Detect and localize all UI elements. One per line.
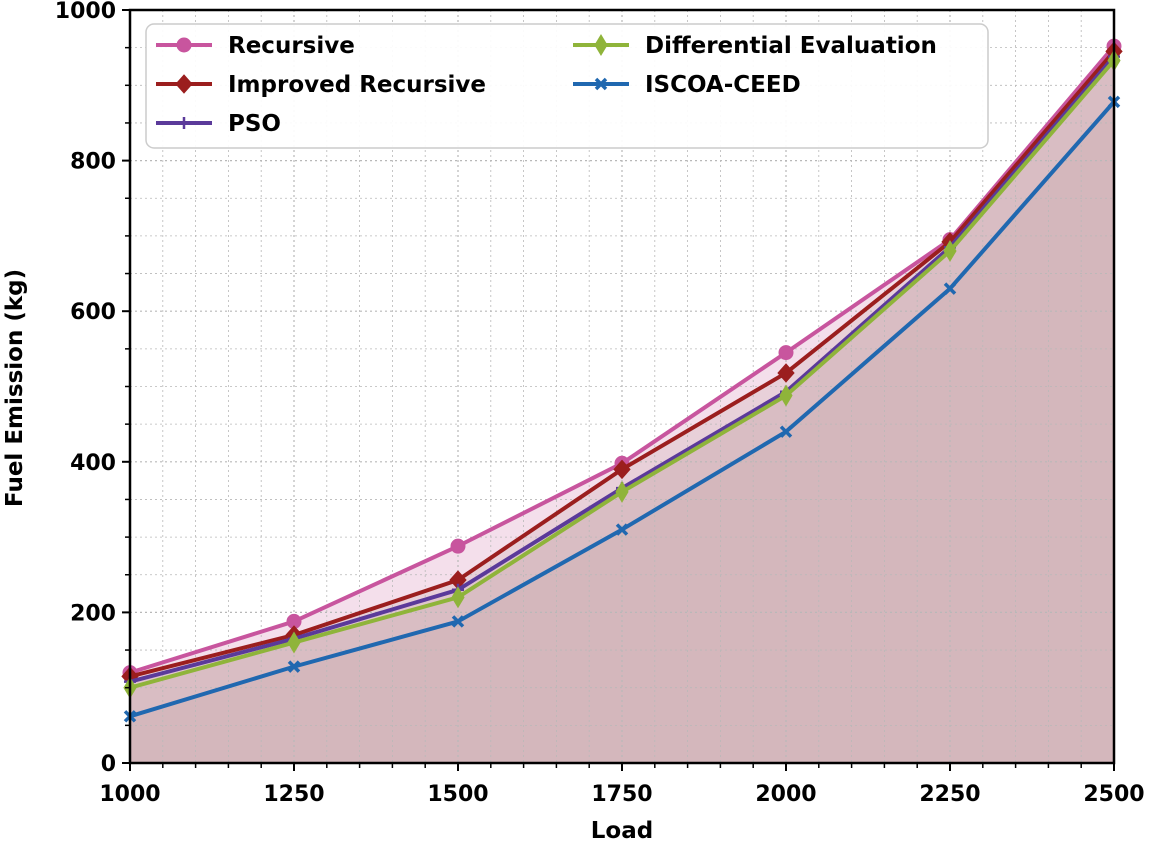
x-tick-label: 2000 (755, 782, 816, 807)
y-tick-label: 0 (101, 752, 116, 777)
data-point-differential-evaluation (943, 239, 957, 262)
y-tick-label: 200 (70, 601, 116, 626)
data-point-recursive (778, 345, 794, 361)
x-tick-label: 1000 (99, 782, 160, 807)
legend: Recursive Improved Recursive PSO Differenti… (145, 23, 989, 149)
legend-item-improved-recursive: Improved Recursive (156, 72, 486, 98)
data-point-differential-evaluation (779, 384, 793, 407)
area-fill-iscoa-ceed (130, 101, 1114, 764)
area-fill-improved-recursive (130, 51, 1114, 764)
x-axis-label: Load (591, 818, 653, 842)
data-point-iscoa-ceed (943, 282, 957, 295)
area-fill-pso (130, 56, 1114, 764)
legend-swatch-marker (176, 37, 192, 53)
series-layer (121, 38, 1123, 723)
legend-label-recursive: Recursive (228, 33, 355, 59)
data-point-differential-evaluation (615, 480, 629, 503)
legend-label-iscoa-ceed: ISCOA-CEED (645, 72, 801, 98)
data-point-differential-evaluation (287, 631, 301, 654)
data-point-improved-recursive (777, 363, 795, 383)
legend-swatch-marker (594, 77, 608, 91)
legend-box (145, 23, 989, 149)
y-tick-label: 800 (70, 150, 116, 175)
y-tick-label: 1000 (55, 0, 116, 24)
area-fill-differential-evaluation (130, 60, 1114, 764)
data-point-iscoa-ceed (779, 425, 793, 438)
legend-label-pso: PSO (228, 111, 281, 137)
data-point-differential-evaluation (451, 586, 465, 609)
data-point-recursive (450, 538, 466, 554)
x-tick-label: 1750 (591, 782, 652, 807)
legend-swatch-marker (178, 117, 190, 129)
y-tick-label: 600 (70, 300, 116, 325)
data-point-iscoa-ceed (287, 660, 301, 673)
data-point-iscoa-ceed (451, 615, 465, 628)
ticks-layer: 1000 1250 1500 1750 2000 2250 2500 0 200 400 600 80… (55, 0, 1145, 807)
series-differential-evaluation (123, 49, 1121, 699)
legend-item-iscoa-ceed: ISCOA-CEED (573, 72, 801, 98)
data-point-improved-recursive (613, 459, 631, 480)
legend-label-differential-evaluation: Differential Evaluation (645, 33, 937, 59)
y-axis-label: Fuel Emission (kg) (2, 269, 28, 507)
legend-item-recursive: Recursive (156, 33, 355, 59)
x-tick-label: 1500 (427, 782, 488, 807)
legend-item-differential-evaluation: Differential Evaluation (573, 33, 937, 59)
x-tick-label: 2250 (919, 782, 980, 807)
legend-swatch-marker (594, 34, 608, 56)
legend-item-pso: PSO (156, 111, 281, 137)
y-tick-label: 400 (70, 451, 116, 476)
legend-swatch-marker (175, 74, 193, 94)
x-tick-label: 1250 (263, 782, 324, 807)
x-tick-label: 2500 (1083, 782, 1144, 807)
data-point-iscoa-ceed (615, 523, 629, 536)
legend-label-improved-recursive: Improved Recursive (228, 72, 486, 98)
